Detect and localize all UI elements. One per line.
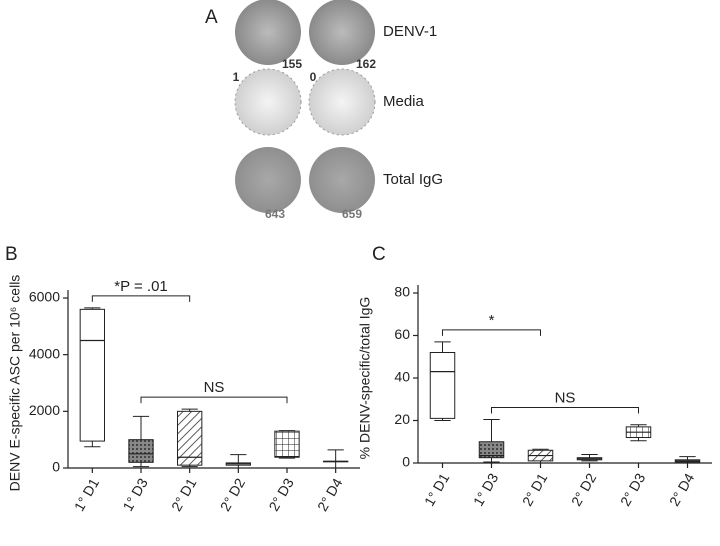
box	[128, 439, 154, 463]
well	[309, 147, 375, 213]
box	[478, 441, 505, 459]
bracket	[491, 406, 639, 414]
row-label: DENV-1	[383, 23, 437, 40]
panel-label: B	[5, 244, 18, 265]
y-tick-label: 20	[394, 411, 410, 427]
y-tick-label: 0	[52, 459, 60, 475]
well	[308, 68, 376, 136]
bracket	[442, 329, 541, 336]
box	[429, 352, 456, 419]
y-tick-label: 0	[402, 454, 410, 470]
panel-label: C	[372, 244, 386, 265]
y-tick-label: 40	[394, 369, 410, 385]
y-tick-label: 60	[394, 326, 410, 342]
well-count: 643	[265, 207, 285, 221]
bracket-label: *	[489, 312, 495, 329]
well	[234, 68, 302, 136]
x-tick-label: 2° D1	[519, 470, 551, 509]
bracket-label: *P = .01	[114, 278, 168, 295]
x-tick-label: 2° D4	[666, 470, 698, 509]
x-tick-label: 1° D1	[421, 470, 453, 509]
x-tick-label: 2° D3	[265, 475, 297, 514]
y-tick-label: 80	[394, 284, 410, 300]
row-label: Media	[383, 93, 425, 110]
bracket-label: NS	[555, 389, 576, 406]
panel-a-wells	[234, 0, 376, 213]
bracket-label: NS	[204, 379, 225, 396]
panel-label: A	[205, 7, 218, 28]
well	[235, 147, 301, 213]
well-count: 0	[310, 70, 317, 84]
y-tick-label: 6000	[29, 289, 60, 305]
well-count: 155	[282, 57, 302, 71]
box	[177, 410, 203, 466]
bracket	[91, 295, 191, 302]
well	[235, 0, 301, 65]
box	[274, 430, 300, 458]
x-tick-label: 2° D2	[568, 470, 600, 509]
row-label: Total IgG	[383, 171, 443, 188]
y-axis-label: % DENV-specific/total IgG	[357, 297, 373, 460]
x-tick-label: 1° D1	[71, 475, 103, 514]
x-tick-label: 1° D3	[119, 475, 151, 514]
well-count: 1	[233, 70, 240, 84]
y-tick-label: 4000	[29, 345, 60, 361]
x-tick-label: 1° D3	[470, 470, 502, 509]
x-tick-label: 2° D1	[168, 475, 200, 514]
well-count: 162	[356, 57, 376, 71]
bracket	[140, 396, 288, 404]
x-tick-label: 2° D2	[217, 475, 249, 514]
well	[309, 0, 375, 65]
well-count: 659	[342, 207, 362, 221]
x-tick-label: 2° D3	[617, 470, 649, 509]
x-tick-label: 2° D4	[314, 475, 346, 514]
y-tick-label: 2000	[29, 402, 60, 418]
box	[79, 308, 105, 442]
y-axis-label: DENV E-specific ASC per 10⁶ cells	[7, 275, 23, 492]
